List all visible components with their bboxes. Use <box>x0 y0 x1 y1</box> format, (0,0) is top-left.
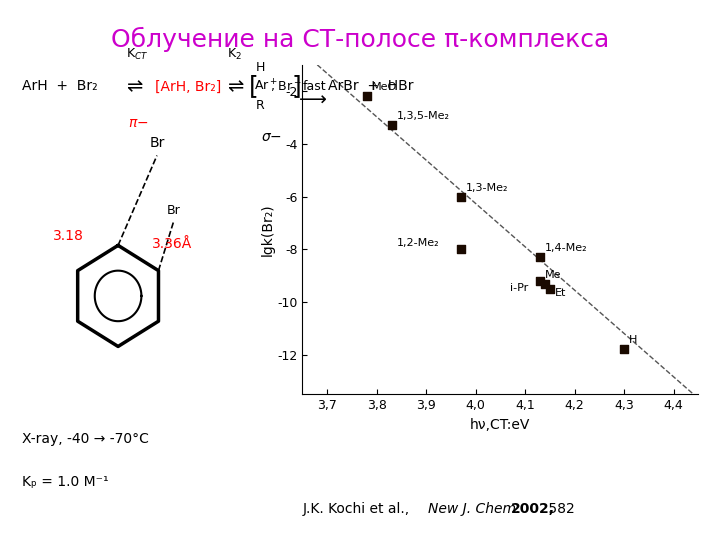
Text: fast: fast <box>302 80 326 93</box>
Text: ⇌: ⇌ <box>126 77 143 96</box>
Text: Ar$^+$: Ar$^+$ <box>254 79 278 94</box>
X-axis label: hν,CT:eV: hν,CT:eV <box>470 417 531 431</box>
Text: Me: Me <box>545 269 562 280</box>
Text: $\pi$−: $\pi$− <box>128 116 148 130</box>
Text: ArBr  +  HBr: ArBr + HBr <box>328 79 413 93</box>
Text: , Br$^-$: , Br$^-$ <box>270 79 302 93</box>
Text: 1,3,5-Me₂: 1,3,5-Me₂ <box>397 111 449 122</box>
Point <box>544 285 556 293</box>
Point <box>534 276 546 285</box>
Text: Et: Et <box>555 288 566 298</box>
Text: 582: 582 <box>544 502 575 516</box>
Text: X-ray, -40 → -70°C: X-ray, -40 → -70°C <box>22 432 148 446</box>
Text: 1,3-Me₂: 1,3-Me₂ <box>466 183 508 193</box>
Text: Br: Br <box>167 204 181 217</box>
Point <box>361 92 372 101</box>
Point <box>455 192 467 201</box>
Text: Kₚ = 1.0 M⁻¹: Kₚ = 1.0 M⁻¹ <box>22 475 108 489</box>
Text: H: H <box>629 335 637 346</box>
Y-axis label: lgk(Br₂): lgk(Br₂) <box>261 203 274 256</box>
Point <box>539 279 551 288</box>
Text: ⇌: ⇌ <box>227 77 243 96</box>
Text: 2002,: 2002, <box>511 502 555 516</box>
Text: [ArH, Br₂]: [ArH, Br₂] <box>155 79 221 93</box>
Text: 1,4-Me₂: 1,4-Me₂ <box>545 243 588 253</box>
Text: ]: ] <box>292 75 302 98</box>
Text: K$_2$: K$_2$ <box>227 47 242 62</box>
Text: Облучение на СТ-полосе π-комплекса: Облучение на СТ-полосе π-комплекса <box>111 27 609 52</box>
Text: J.K. Kochi et al.,: J.K. Kochi et al., <box>302 502 414 516</box>
Text: R: R <box>256 99 264 112</box>
Text: MeO: MeO <box>372 83 397 92</box>
Text: 3.36Å: 3.36Å <box>152 237 192 251</box>
Text: ⟶: ⟶ <box>299 90 327 110</box>
Text: $\sigma$−: $\sigma$− <box>261 130 282 144</box>
Text: 3.18: 3.18 <box>53 229 84 243</box>
Text: 1,2-Me₂: 1,2-Me₂ <box>397 238 439 248</box>
Text: Br: Br <box>149 136 165 150</box>
Text: New J. Chem.: New J. Chem. <box>428 502 521 516</box>
Text: ArH  +  Br₂: ArH + Br₂ <box>22 79 97 93</box>
Text: i-Pr: i-Pr <box>510 283 528 293</box>
Point <box>386 121 397 130</box>
Text: H: H <box>256 61 265 74</box>
Point <box>455 245 467 254</box>
Point <box>618 345 630 354</box>
Text: [: [ <box>248 75 258 98</box>
Point <box>534 253 546 261</box>
Text: K$_{CT}$: K$_{CT}$ <box>126 47 148 62</box>
